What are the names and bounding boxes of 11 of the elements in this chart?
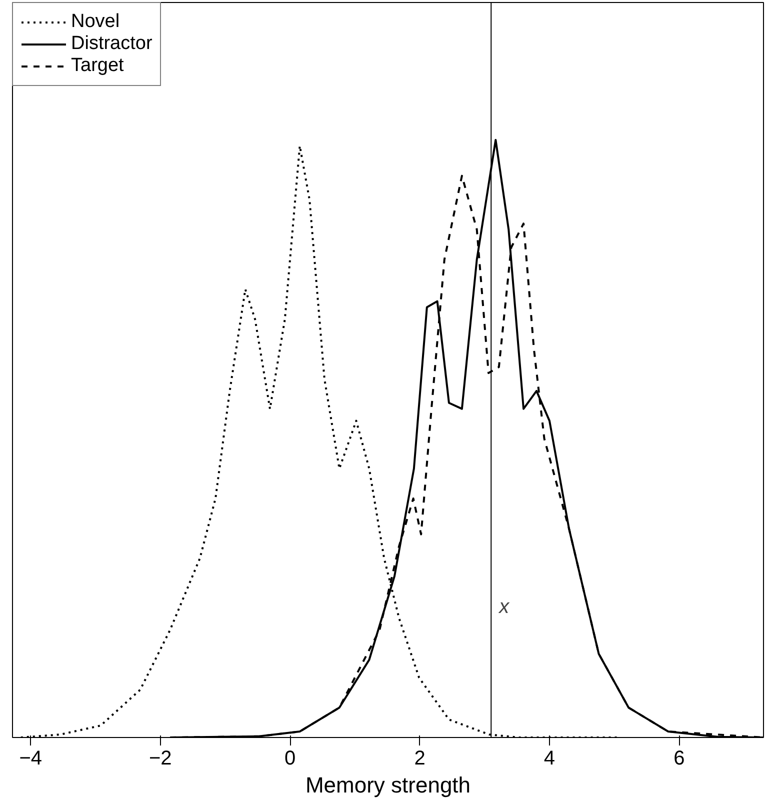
legend-label: Target [71, 55, 124, 77]
x-tick-label: 2 [414, 748, 426, 770]
x-axis-title: Memory strength [305, 772, 471, 798]
x-tick-label: −2 [148, 748, 172, 770]
x-tick-label: 6 [674, 748, 685, 770]
legend-label: Distractor [71, 33, 152, 55]
x-tick-label: −4 [19, 748, 42, 770]
legend-label: Novel [71, 11, 120, 33]
ref-line-label: x [498, 596, 510, 618]
x-tick-label: 0 [284, 748, 296, 770]
x-tick-label: 4 [544, 748, 556, 770]
